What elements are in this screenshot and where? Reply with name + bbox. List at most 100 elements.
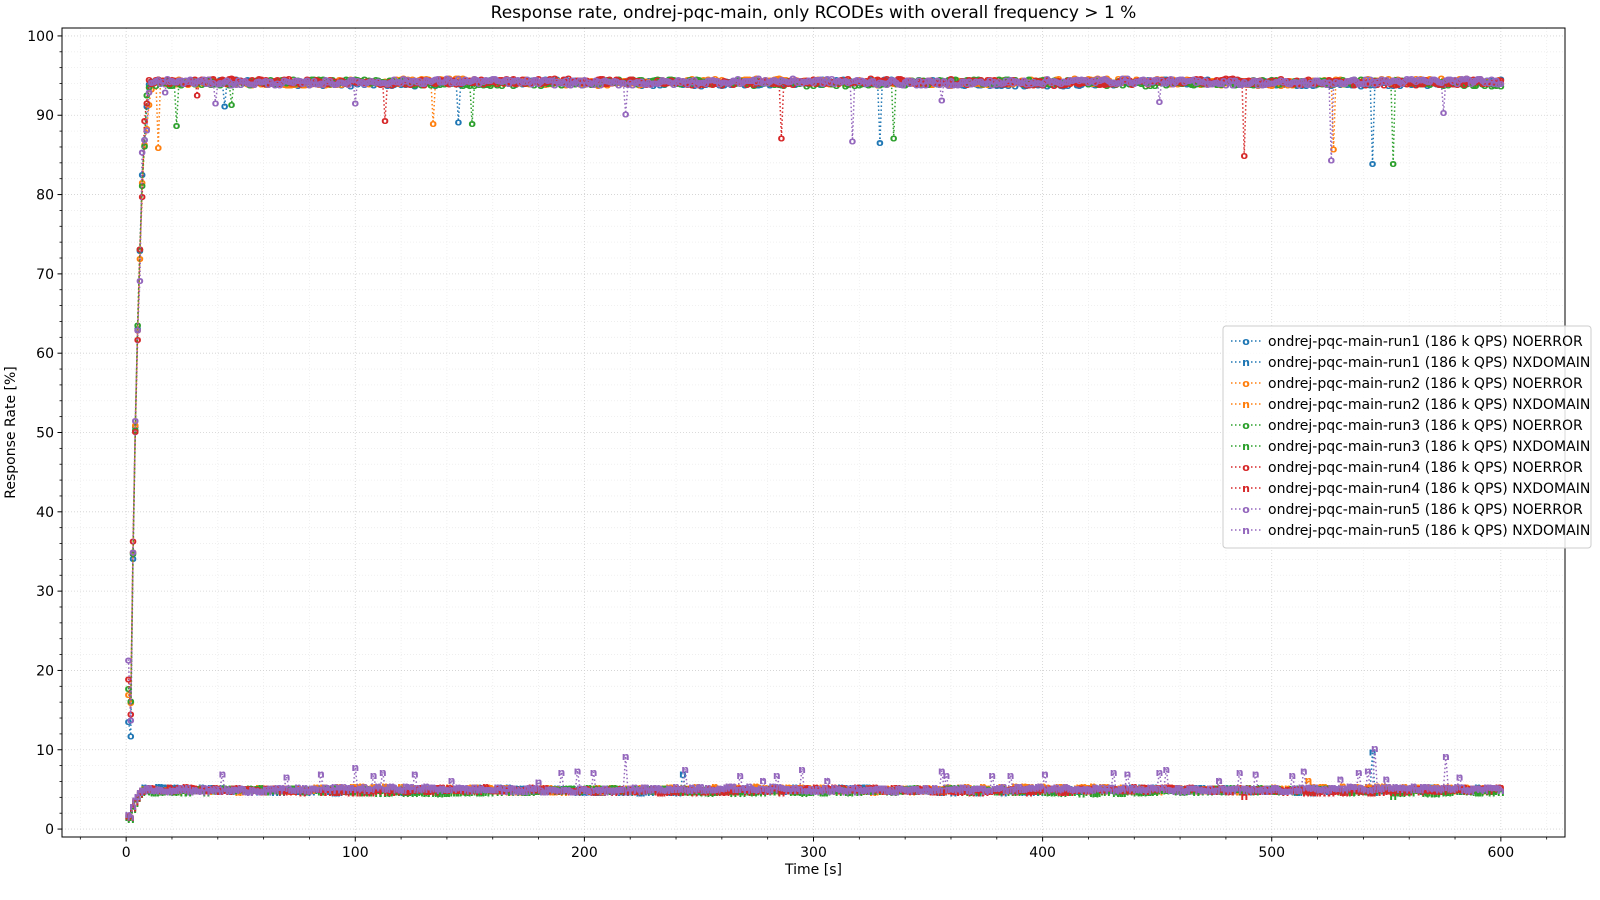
data-point: o [1073,78,1081,91]
data-point: n [757,782,765,795]
data-point: o [1371,79,1379,92]
data-point: o [876,136,884,149]
data-point: n [399,786,407,799]
chart-title: Response rate, ondrej-pqc-main, only RCO… [491,3,1137,23]
data-point: n [514,785,522,798]
data-point: n [970,784,978,797]
data-point: o [1165,77,1173,90]
data-point: o [1279,78,1287,91]
data-point: o [833,73,841,86]
data-point: o [1163,73,1171,86]
data-point: n [505,781,513,794]
data-point: o [274,76,282,89]
data-point: o [567,74,575,87]
data-point: n [326,785,334,798]
data-point: n [890,783,898,796]
data-point: o [1261,74,1269,87]
data-point: n [1016,784,1024,797]
data-point: n [273,783,281,796]
data-point: o [1103,76,1111,89]
data-point: o [1328,79,1336,92]
data-point: n [761,782,769,795]
data-point: n [1272,784,1280,797]
data-point: o [1133,76,1141,89]
data-point: o [844,75,852,88]
data-point: o [283,76,291,89]
data-point: n [924,782,932,795]
data-point: o [136,242,144,255]
data-point: n [823,782,831,795]
data-point: o [1222,74,1230,87]
data-point: o [294,79,302,92]
data-point: n [936,786,944,799]
data-point: n [125,810,133,823]
data-point: o [290,78,298,91]
data-point: n [1048,785,1056,798]
data-point: n [784,784,792,797]
data-point: o [927,77,935,90]
data-point: o [702,78,710,91]
data-point: o [713,75,721,88]
data-point: n [1233,783,1241,796]
data-point: o [468,117,476,130]
data-point: o [1364,75,1372,88]
data-point: o [656,78,664,91]
data-point: o [521,77,529,90]
data-point: n [157,780,165,793]
data-point: o [1270,78,1278,91]
data-point: o [984,76,992,89]
data-point: o [161,77,169,90]
data-point: n [855,784,863,797]
data-point: n [679,768,687,781]
data-point: o [1174,75,1182,88]
data-point: o [459,75,467,88]
data-point: o [636,78,644,91]
data-point: n [344,785,352,798]
data-point: o [280,73,288,86]
data-point: n [665,785,673,798]
data-point: o [805,78,813,91]
data-point: o [512,78,520,91]
data-point: o [216,73,224,86]
data-point: n [1311,784,1319,797]
data-point: o [1298,79,1306,92]
data-point: n [736,785,744,798]
data-point: o [778,79,786,92]
data-point: n [1107,782,1115,795]
data-point: n [523,782,531,795]
data-point: o [1011,79,1019,92]
data-point: n [1135,785,1143,798]
data-point: o [411,79,419,92]
data-point: o [659,74,667,87]
data-point: n [301,783,309,796]
data-point: n [952,783,960,796]
data-point: o [374,76,382,89]
data-point: o [581,75,589,88]
data-point: o [691,79,699,92]
data-point: o [1007,77,1015,90]
data-point: o [1037,77,1045,90]
data-point: n [635,786,643,799]
data-point: o [1470,77,1478,90]
data-point: o [1114,74,1122,87]
data-point: o [507,73,515,86]
data-point: o [1387,75,1395,88]
data-point: n [590,783,598,796]
data-point: o [1144,73,1152,86]
data-point: o [975,78,983,91]
data-point: n [677,783,685,796]
data-point: n [1174,783,1182,796]
data-point: o [727,78,735,91]
data-point: o [1176,77,1184,90]
data-point: o [127,729,135,742]
data-point: n [173,781,181,794]
data-point: n [853,783,861,796]
data-point: n [910,784,918,797]
data-point: o [1124,76,1132,89]
data-point: n [984,784,992,797]
data-point: n [335,786,343,799]
data-point: n [887,785,895,798]
data-point: o [207,73,215,86]
data-point: o [457,78,465,91]
data-point: o [537,77,545,90]
